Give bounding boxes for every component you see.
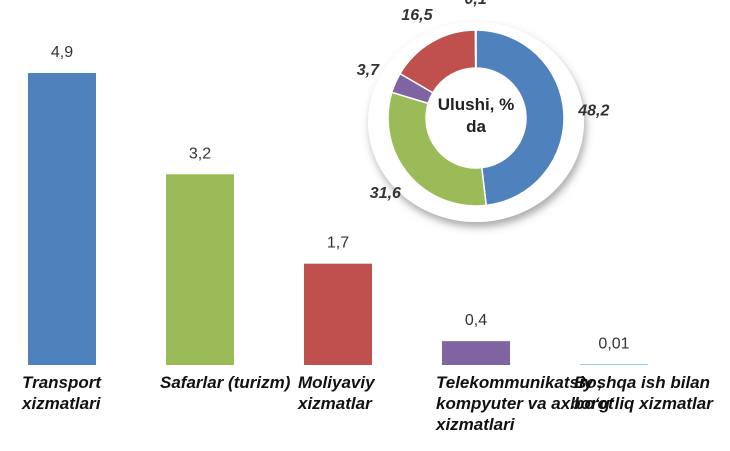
value-label: 0,4 [465, 312, 487, 329]
category-label: Moliyaviy xizmatlar [298, 373, 375, 413]
donut-segment [475, 29, 565, 207]
bar [304, 263, 372, 365]
bar [442, 341, 510, 365]
donut-segment [474, 29, 477, 69]
donut-segment [387, 91, 488, 207]
donut-value-label: 16,5 [401, 7, 433, 24]
donut-value-label: 3,7 [357, 62, 380, 79]
category-label: Safarlar (turizm) [160, 373, 291, 392]
bar [28, 72, 96, 366]
value-label: 3,2 [189, 145, 211, 162]
category-label: Telekommunikatsiy , kompyuter va axborot… [436, 373, 614, 434]
donut-value-label: 48,2 [577, 102, 609, 119]
value-label: 4,9 [51, 44, 73, 61]
value-label: 0,01 [598, 335, 629, 352]
bar [580, 364, 648, 365]
value-label: 1,7 [327, 235, 349, 252]
donut-title: Ulushi, % da [437, 95, 515, 136]
bar [166, 174, 234, 365]
donut-value-label: 0,1 [465, 0, 487, 8]
category-label: Boshqa ish bilan bo‘g‘liq xizmatlar [574, 373, 713, 413]
category-label: Transport xizmatlari [22, 373, 102, 413]
donut-value-label: 31,6 [370, 185, 401, 202]
